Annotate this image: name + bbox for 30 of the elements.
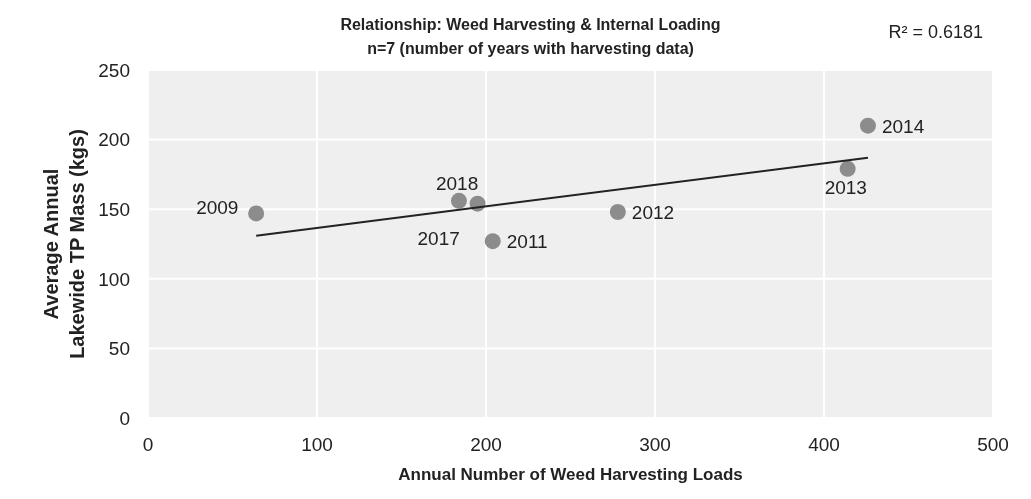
y-tick-label: 0 (119, 407, 130, 429)
y-tick-label: 250 (98, 59, 130, 81)
x-tick-label: 400 (808, 434, 840, 456)
y-axis-title: Average Annual Lakewide TP Mass (kgs) (40, 129, 88, 359)
point (450, 192, 467, 209)
y-tick-label: 50 (108, 338, 130, 360)
chart-title: Relationship: Weed Harvesting & Internal Loading (340, 16, 721, 33)
annotation: 2009 (196, 196, 239, 218)
y-tick-label: 100 (98, 268, 130, 290)
point (484, 233, 501, 250)
y-tick-label: 150 (98, 198, 130, 220)
point (248, 205, 265, 222)
x-tick-label: 500 (977, 434, 1009, 456)
text: R² = 0.6181 (888, 22, 983, 42)
annotation: 2013 (824, 176, 867, 198)
point (859, 117, 876, 134)
x-tick-label: 200 (470, 434, 502, 456)
annotation: 2018 (435, 172, 479, 194)
y-tick-label: 200 (98, 129, 130, 151)
annotation: 2017 (417, 227, 460, 249)
point (839, 160, 856, 177)
x-tick-label: 300 (639, 434, 671, 456)
x-axis-title: Annual Number of Weed Harvesting Loads (398, 465, 743, 484)
x-tick-label: 100 (301, 434, 333, 456)
point (609, 203, 626, 220)
annotation: 2014 (881, 115, 925, 137)
annotation: 2012 (631, 201, 675, 223)
annotation: 2011 (506, 230, 548, 252)
chart-subtitle: n=7 (number of years with harvesting data) (367, 40, 694, 57)
x-tick-label: 0 (142, 434, 154, 456)
